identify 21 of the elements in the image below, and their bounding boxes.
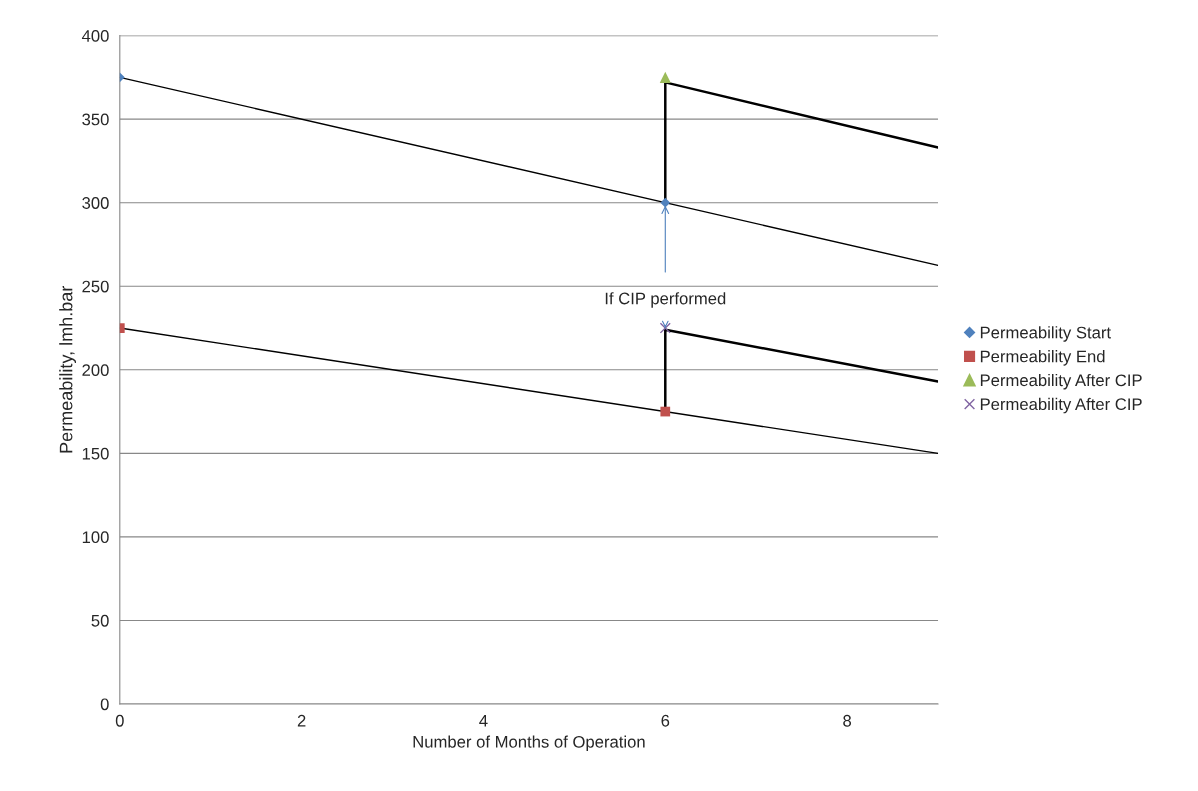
y-tick-label: 100	[82, 531, 109, 544]
y-tick-label: 0	[100, 698, 109, 711]
y-tick-label: 300	[82, 197, 109, 209]
y-tick-label: 50	[91, 614, 109, 627]
x-tick-label: 4	[479, 715, 488, 727]
x-tick-label: 0	[115, 714, 124, 727]
y-tick-label: 400	[81, 30, 109, 42]
x-tick-label: 6	[661, 714, 670, 727]
legend-label: Permeability End	[980, 350, 1105, 366]
x-axis-title: Number of Months of Operation	[413, 735, 645, 752]
y-tick-label: 150	[82, 447, 109, 460]
x-tick-label: 2	[297, 714, 306, 727]
legend-label: Permeability After CIP	[980, 373, 1142, 390]
legend-label: Permeability Start	[980, 326, 1111, 342]
y-tick-label: 250	[82, 280, 109, 293]
annotation: If CIP performed	[605, 292, 726, 308]
y-tick-label: 200	[82, 364, 109, 376]
y-tick-label: 350	[82, 113, 109, 126]
x-tick-label: 8	[843, 714, 852, 727]
y-axis-title: Permeability, lmh.bar	[59, 285, 77, 453]
legend-label: Permeability After CIP	[980, 397, 1142, 414]
